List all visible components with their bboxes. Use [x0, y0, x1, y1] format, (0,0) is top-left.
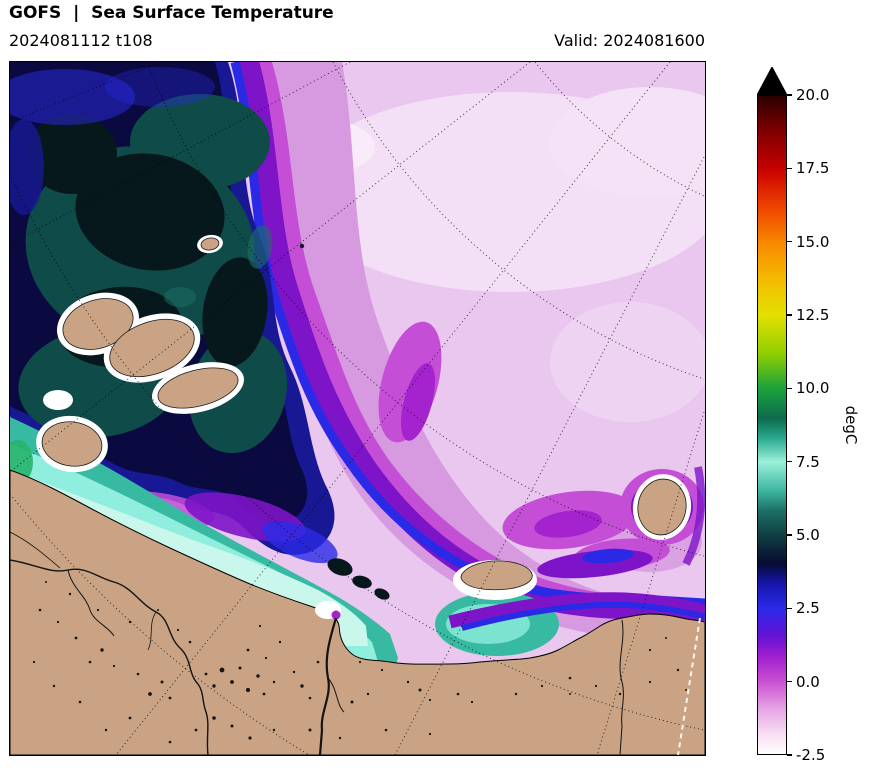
colorbar-tick-label: 7.5: [796, 452, 820, 471]
colorbar-tick-label: 17.5: [796, 159, 830, 178]
colorbar-extend-arrow: [757, 67, 787, 95]
tick-mark: [787, 387, 792, 390]
figure-title: GOFS | Sea Surface Temperature: [9, 3, 334, 23]
tick-mark: [787, 534, 792, 536]
colorbar-tick: 0.0: [787, 672, 820, 692]
tick-mark: [787, 240, 792, 243]
colorbar-tick: 12.5: [787, 305, 829, 325]
colorbar-tick: 10.0: [787, 378, 829, 398]
run-timestamp: 2024081112 t108: [9, 31, 153, 50]
colorbar-tick: 15.0: [787, 232, 829, 252]
land-layer: [10, 469, 705, 755]
graticule: [10, 62, 705, 755]
colorbar-gradient: [757, 95, 787, 755]
tick-mark: [787, 754, 792, 756]
colorbar-tick: 7.5: [787, 452, 820, 472]
colorbar-tick: 17.5: [787, 158, 829, 178]
colorbar-tick-label: -2.5: [796, 746, 826, 764]
rivers: [10, 531, 624, 755]
orchid-band: [260, 62, 705, 647]
tick-mark: [787, 460, 792, 463]
island-shapes: [41, 237, 687, 591]
tick-mark: [787, 314, 792, 316]
colorbar-tick: -2.5: [787, 745, 825, 765]
colorbar-tick: 5.0: [787, 525, 820, 545]
colorbar-tick-label: 10.0: [796, 379, 830, 398]
tick-mark: [787, 607, 792, 610]
colorbar-tick-label: 5.0: [796, 526, 820, 544]
colorbar-tick: 20.0: [787, 85, 829, 105]
mainland: [10, 469, 705, 755]
tick-mark: [787, 680, 792, 683]
valid-timestamp: Valid: 2024081600: [554, 31, 705, 50]
sst-map-panel: [9, 61, 706, 756]
cold-water-mass: [10, 62, 335, 555]
colorbar-tick-label: 0.0: [796, 672, 820, 691]
sst-map: [10, 62, 705, 755]
islet-dot: [299, 243, 305, 249]
tick-mark: [787, 94, 792, 96]
colorbar-unit-label: degC: [842, 405, 860, 445]
colorbar-tick-label: 20.0: [796, 86, 830, 104]
coast-details: [315, 601, 341, 620]
colorbar: 20.0 17.5 15.0 12.5 10.0 7.5 5.0 2.5 0.0…: [757, 67, 883, 767]
colorbar-tick-label: 12.5: [796, 306, 830, 324]
tick-mark: [787, 167, 792, 170]
lakes: [32, 581, 687, 744]
islands: [36, 234, 692, 600]
colorbar-tick-label: 15.0: [796, 232, 830, 251]
colorbar-tick-label: 2.5: [796, 599, 820, 618]
colorbar-tick: 2.5: [787, 598, 820, 618]
